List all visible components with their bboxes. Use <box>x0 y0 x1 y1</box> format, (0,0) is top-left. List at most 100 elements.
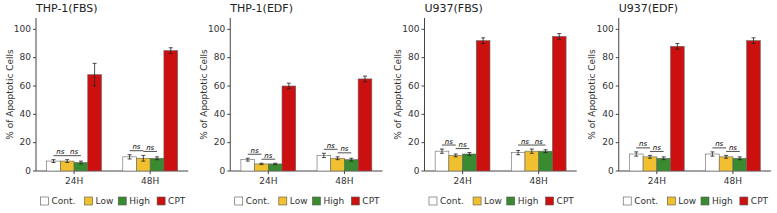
error-cap <box>662 159 666 160</box>
y-axis <box>618 18 619 171</box>
annotation-text: ns <box>459 141 467 149</box>
error-line <box>559 34 560 40</box>
error-cap <box>530 153 534 154</box>
x-tick-label: 48H <box>724 176 742 186</box>
annotation-text: ns <box>264 152 272 160</box>
error-cap <box>155 156 159 157</box>
error-line <box>94 63 95 86</box>
legend-label: High <box>518 196 539 206</box>
bar <box>435 151 449 171</box>
annotation-text: ns <box>521 138 529 146</box>
legend-swatch <box>312 197 320 205</box>
bar <box>552 36 566 171</box>
error-cap <box>363 81 367 82</box>
legend-swatch <box>507 197 515 205</box>
y-tick-label: 80 <box>602 52 614 62</box>
annotation: ns <box>261 152 275 160</box>
error-cap <box>349 161 353 162</box>
marks <box>435 34 566 171</box>
y-tick-label: 100 <box>14 24 31 34</box>
annotation-text: ns <box>653 144 661 152</box>
title: THP-1(EDF) <box>229 2 293 15</box>
x-tick <box>150 171 151 174</box>
legend-item: Low <box>85 196 114 206</box>
x-tick <box>656 171 657 174</box>
error-line <box>80 161 81 164</box>
error-cap <box>128 154 132 155</box>
error-cap <box>363 76 367 77</box>
legend-swatch <box>546 197 554 205</box>
legend-item: Low <box>279 196 308 206</box>
error-cap <box>273 163 277 164</box>
legend-item: CPT <box>157 196 186 206</box>
error-cap <box>724 155 728 156</box>
bar <box>317 155 331 171</box>
annotation-text: ns <box>146 144 154 152</box>
error-line <box>143 155 144 161</box>
error-cap <box>751 43 755 44</box>
error-cap <box>738 156 742 157</box>
error-line <box>442 149 443 153</box>
legend-swatch <box>279 197 287 205</box>
error-line <box>469 153 470 156</box>
title: U937(EDF) <box>619 2 678 15</box>
bar <box>74 163 88 172</box>
annotation: ns <box>650 144 664 152</box>
annotation-text: ns <box>56 148 64 156</box>
y-tick-label: 60 <box>602 81 614 91</box>
error-line <box>129 155 130 159</box>
error-bar <box>530 149 534 153</box>
bar <box>88 75 102 171</box>
y-tick-label: 40 <box>602 109 614 119</box>
legend-swatch <box>118 197 126 205</box>
error-cap <box>65 159 69 160</box>
legend-label: Cont. <box>634 196 658 206</box>
legend-label: Low <box>96 196 114 206</box>
error-line <box>53 160 54 163</box>
annotation-text: ns <box>132 143 140 151</box>
legend-item: High <box>312 196 344 206</box>
panel: U937(FBS)% of Apoptotic Cells02040608010… <box>393 2 577 206</box>
y-tick-label: 60 <box>214 81 226 91</box>
error-cap <box>52 162 56 163</box>
error-line <box>157 157 158 160</box>
annotation: ns <box>532 138 546 146</box>
marks <box>629 38 760 171</box>
annotation: ns <box>248 147 262 155</box>
error-cap <box>349 158 353 159</box>
legend-item: Low <box>667 196 696 206</box>
bar <box>511 153 525 171</box>
legend-item: High <box>118 196 150 206</box>
bar <box>706 154 720 171</box>
error-cap <box>246 161 250 162</box>
error-line <box>518 150 519 154</box>
legend-item: CPT <box>351 196 380 206</box>
error-cap <box>530 149 534 150</box>
x-tick-label: 48H <box>335 176 353 186</box>
error-bar <box>724 155 728 158</box>
annotation: ns <box>726 144 740 152</box>
annotation: ns <box>54 148 68 156</box>
error-cap <box>516 150 520 151</box>
error-line <box>726 155 727 158</box>
legend-label: Low <box>290 196 308 206</box>
error-bar <box>259 163 263 164</box>
y-tick-label: 80 <box>408 52 420 62</box>
error-line <box>649 155 650 158</box>
error-cap <box>65 162 69 163</box>
bar <box>539 151 553 171</box>
y-tick-label: 60 <box>408 81 420 91</box>
bar <box>358 79 372 171</box>
error-cap <box>273 164 277 165</box>
error-bar <box>322 153 326 157</box>
y-tick-label: 20 <box>408 137 420 147</box>
error-cap <box>322 157 326 158</box>
error-cap <box>544 152 548 153</box>
error-cap <box>751 37 755 38</box>
error-cap <box>169 53 173 54</box>
error-line <box>364 76 365 82</box>
bar <box>331 158 345 171</box>
legend-swatch <box>473 197 481 205</box>
error-cap <box>169 47 173 48</box>
error-line <box>531 149 532 153</box>
